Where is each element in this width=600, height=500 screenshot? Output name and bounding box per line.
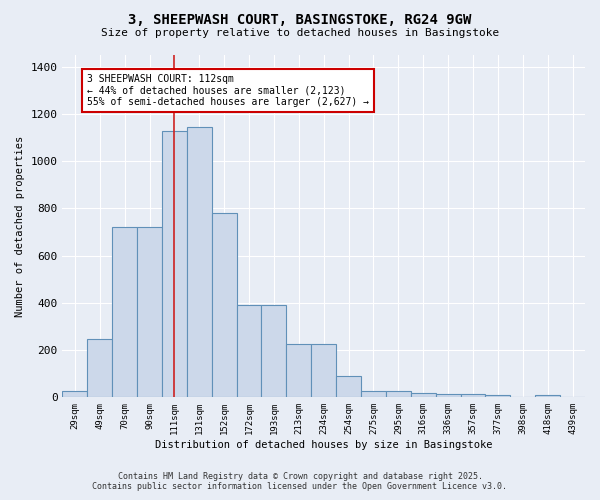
X-axis label: Distribution of detached houses by size in Basingstoke: Distribution of detached houses by size … xyxy=(155,440,493,450)
Bar xyxy=(212,213,236,398)
Bar xyxy=(535,394,560,398)
Bar xyxy=(311,344,336,398)
Bar xyxy=(436,394,461,398)
Bar xyxy=(361,390,386,398)
Text: Size of property relative to detached houses in Basingstoke: Size of property relative to detached ho… xyxy=(101,28,499,38)
Bar xyxy=(485,394,511,398)
Bar xyxy=(137,228,162,398)
Bar xyxy=(88,340,112,398)
Bar xyxy=(336,376,361,398)
Bar xyxy=(262,306,286,398)
Bar xyxy=(461,394,485,398)
Text: 3 SHEEPWASH COURT: 112sqm
← 44% of detached houses are smaller (2,123)
55% of se: 3 SHEEPWASH COURT: 112sqm ← 44% of detac… xyxy=(88,74,370,107)
Y-axis label: Number of detached properties: Number of detached properties xyxy=(15,136,25,317)
Text: 3, SHEEPWASH COURT, BASINGSTOKE, RG24 9GW: 3, SHEEPWASH COURT, BASINGSTOKE, RG24 9G… xyxy=(128,12,472,26)
Bar xyxy=(162,130,187,398)
Bar xyxy=(62,392,88,398)
Bar xyxy=(386,390,411,398)
Text: Contains HM Land Registry data © Crown copyright and database right 2025.
Contai: Contains HM Land Registry data © Crown c… xyxy=(92,472,508,491)
Bar xyxy=(286,344,311,398)
Bar xyxy=(112,228,137,398)
Bar xyxy=(236,306,262,398)
Bar xyxy=(411,392,436,398)
Bar xyxy=(187,127,212,398)
